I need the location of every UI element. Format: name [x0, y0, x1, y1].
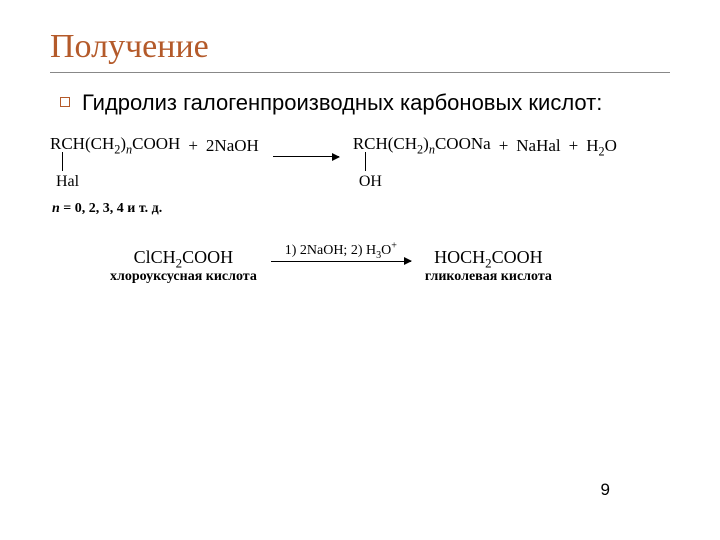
chemistry-content: RCH(CH2)nCOOH Hal + 2NaOH RCH(CH2)nCOONa… [50, 135, 670, 286]
slide-title: Получение [50, 28, 670, 66]
eq2-arrow-group: 1) 2NaOH; 2) H3O+ [271, 243, 411, 262]
plus-sign: + [499, 136, 509, 156]
equation-1: RCH(CH2)nCOOH Hal + 2NaOH RCH(CH2)nCOONa… [50, 135, 670, 191]
bullet-marker-icon [60, 97, 70, 107]
eq2-product: HOCH2COOH гликолевая кислота [425, 247, 552, 286]
eq2-conditions: 1) 2NaOH; 2) H3O+ [285, 243, 397, 259]
eq1-reagent: 2NaOH [206, 136, 259, 156]
page-number: 9 [601, 480, 610, 500]
reaction-arrow-icon [273, 156, 339, 157]
eq1-product-1: RCH(CH2)nCOONa OH [353, 135, 491, 191]
plus-sign: + [188, 136, 198, 156]
eq1-reactant-1: RCH(CH2)nCOOH Hal [50, 135, 180, 191]
eq1-product-3: H2O [586, 136, 617, 156]
bullet-item: Гидролиз галогенпроизводных карбоновых к… [60, 89, 670, 117]
slide: Получение Гидролиз галогенпроизводных ка… [0, 0, 720, 540]
plus-sign: + [569, 136, 579, 156]
bullet-text: Гидролиз галогенпроизводных карбоновых к… [82, 89, 602, 117]
eq1-note: n = 0, 2, 3, 4 и т. д. [52, 201, 670, 217]
title-underline [50, 72, 670, 73]
eq1-product-2: NaHal [516, 136, 560, 156]
eq2-reactant: ClCH2COOH хлороуксусная кислота [110, 247, 257, 286]
equation-2: ClCH2COOH хлороуксусная кислота 1) 2NaOH… [110, 247, 670, 286]
reaction-arrow-icon [271, 261, 411, 262]
